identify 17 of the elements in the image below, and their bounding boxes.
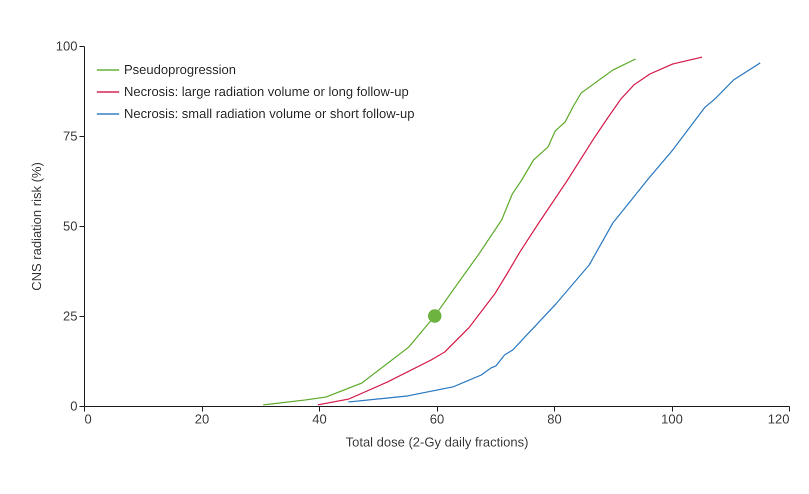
x-tick-label: 120 [768,412,790,426]
y-tick-label: 0 [70,398,78,414]
y-tick-label: 50 [63,218,78,234]
legend-label: Pseudoprogression [124,62,236,77]
x-tick-label: 60 [430,412,444,426]
x-tick-label: 20 [194,412,210,426]
y-tick-label: 100 [56,38,78,54]
legend-label: Necrosis: large radiation volume or long follow-up [124,84,409,99]
x-tick-label: 0 [84,412,92,426]
x-tick-label: 100 [661,412,683,426]
legend-label: Necrosis: small radiation volume or short follow-up [124,106,414,121]
y-axis-title: CNS radiation risk (%) [28,162,44,291]
y-tick-label: 25 [63,308,78,324]
y-tick-label: 75 [63,128,78,144]
x-axis-title: Total dose (2-Gy daily fractions) [346,434,528,450]
x-tick-label: 40 [312,412,327,426]
x-tick-label: 80 [547,412,562,426]
